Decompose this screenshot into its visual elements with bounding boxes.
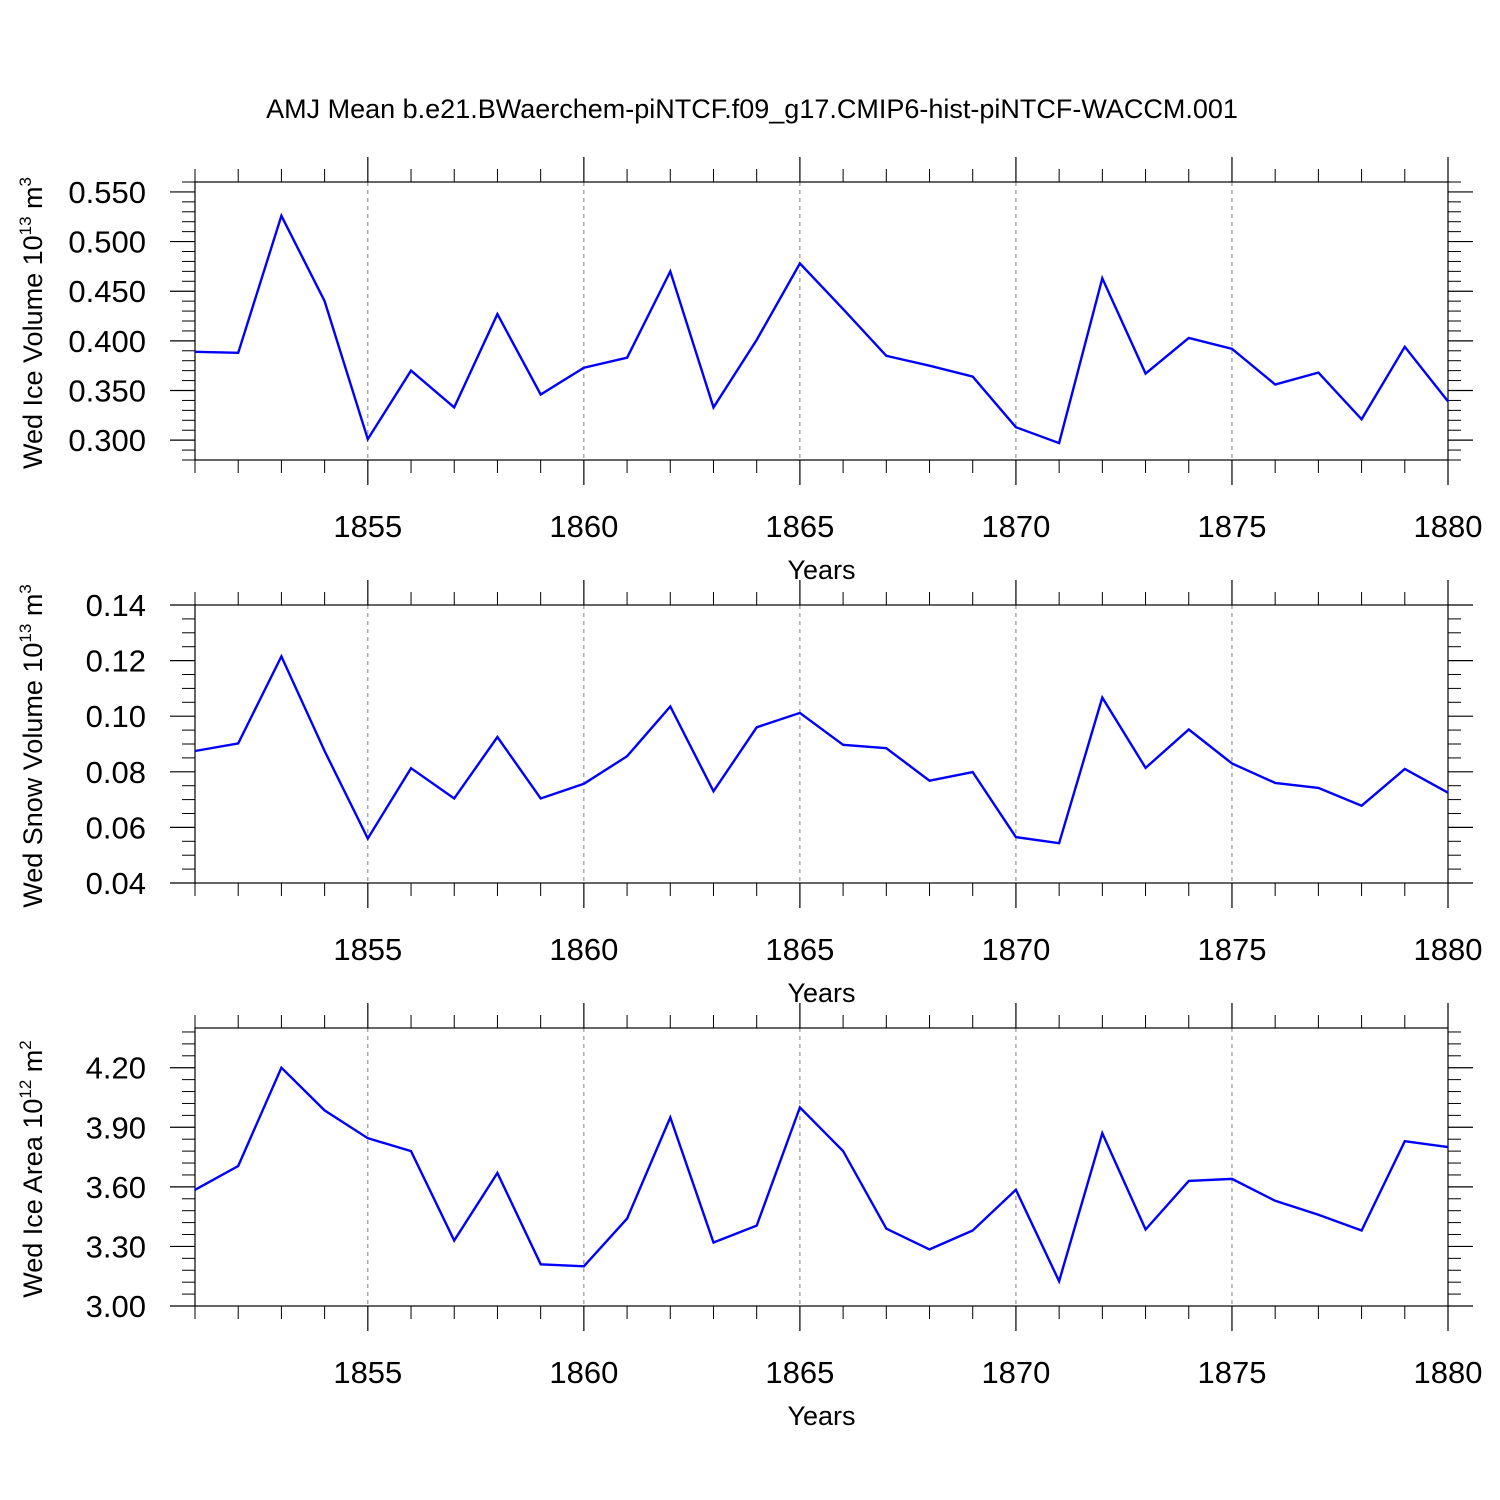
- y-tick-label: 0.450: [68, 274, 146, 309]
- y-tick-label: 0.350: [68, 374, 146, 409]
- x-tick-label: 1875: [1197, 1355, 1266, 1390]
- y-axis-label-unit-exponent: 3: [16, 584, 35, 593]
- y-axis-label: Wed Snow Volume 1013 m3: [16, 584, 48, 908]
- plot-frame: [194, 1027, 1449, 1307]
- y-tick-label: 0.06: [86, 810, 146, 845]
- y-axis-label: Wed Ice Area 1012 m2: [16, 1040, 48, 1298]
- y-axis-label-unit-exponent: 3: [16, 177, 35, 186]
- y-axis-label-unit: m: [18, 1050, 48, 1080]
- y-tick-label: 3.60: [86, 1170, 146, 1205]
- y-tick-label: 0.550: [68, 175, 146, 210]
- y-tick-label: 4.20: [86, 1051, 146, 1086]
- y-axis-label: Wed Ice Volume 1013 m3: [16, 177, 48, 469]
- y-tick-label: 0.300: [68, 423, 146, 458]
- x-tick-label: 1870: [981, 1355, 1050, 1390]
- x-tick-label: 1875: [1197, 509, 1266, 544]
- y-tick-label: 3.30: [86, 1229, 146, 1264]
- y-axis-label-unit-exponent: 2: [16, 1040, 35, 1049]
- y-axis-label-unit: m: [18, 594, 48, 624]
- plot-frame: [194, 181, 1449, 461]
- chart-panel-3: 1855 1860 1865 1870 1875 1880 Years 3.00 3.30 3.6…: [16, 1003, 1482, 1431]
- y-tick-label: 0.10: [86, 699, 146, 734]
- x-tick-label: 1870: [981, 509, 1050, 544]
- y-tick-label: 0.400: [68, 324, 146, 359]
- x-tick-label: 1865: [765, 932, 834, 967]
- y-tick-label: 0.12: [86, 644, 146, 679]
- y-tick-label: 3.00: [86, 1289, 146, 1324]
- x-tick-label: 1860: [549, 932, 618, 967]
- x-tick-label: 1855: [333, 932, 402, 967]
- y-axis-label-text: Wed Snow Volume 10: [18, 643, 48, 908]
- y-axis-label-exponent: 13: [16, 624, 35, 643]
- x-tick-label: 1855: [333, 509, 402, 544]
- y-tick-label: 3.90: [86, 1110, 146, 1145]
- x-tick-label: 1860: [549, 1355, 618, 1390]
- x-tick-label: 1860: [549, 509, 618, 544]
- y-axis-label-exponent: 12: [16, 1080, 35, 1099]
- x-tick-label: 1870: [981, 932, 1050, 967]
- y-axis-label-text: Wed Ice Area 10: [18, 1099, 48, 1298]
- y-tick-label: 0.08: [86, 755, 146, 790]
- series-line: [194, 1065, 1449, 1285]
- chart-panel-1: 1855 1860 1865 1870 1875 1880 Years 0.300 0.350 0…: [16, 157, 1482, 585]
- x-tick-label: 1880: [1414, 1355, 1483, 1390]
- y-tick-label: 0.500: [68, 225, 146, 260]
- y-tick-label: 0.14: [86, 588, 146, 623]
- x-tick-label: 1855: [333, 1355, 402, 1390]
- y-axis-label-exponent: 13: [16, 216, 35, 235]
- y-axis-label-text: Wed Ice Volume 10: [18, 235, 48, 469]
- series-line: [194, 212, 1449, 445]
- plot-frame: [194, 604, 1449, 884]
- x-axis-label: Years: [787, 978, 855, 1008]
- x-axis-label: Years: [787, 1401, 855, 1431]
- x-tick-label: 1880: [1414, 509, 1483, 544]
- x-tick-label: 1880: [1414, 932, 1483, 967]
- chart-title: AMJ Mean b.e21.BWaerchem-piNTCF.f09_g17.…: [266, 94, 1238, 124]
- x-tick-label: 1865: [765, 1355, 834, 1390]
- chart-panel-2: 1855 1860 1865 1870 1875 1880 Years 0.04 0.06 0.0…: [16, 580, 1482, 1008]
- x-tick-label: 1875: [1197, 932, 1266, 967]
- y-tick-label: 0.04: [86, 866, 146, 901]
- series-line: [194, 653, 1449, 845]
- x-tick-label: 1865: [765, 509, 834, 544]
- x-axis-label: Years: [787, 555, 855, 585]
- y-axis-label-unit: m: [18, 186, 48, 216]
